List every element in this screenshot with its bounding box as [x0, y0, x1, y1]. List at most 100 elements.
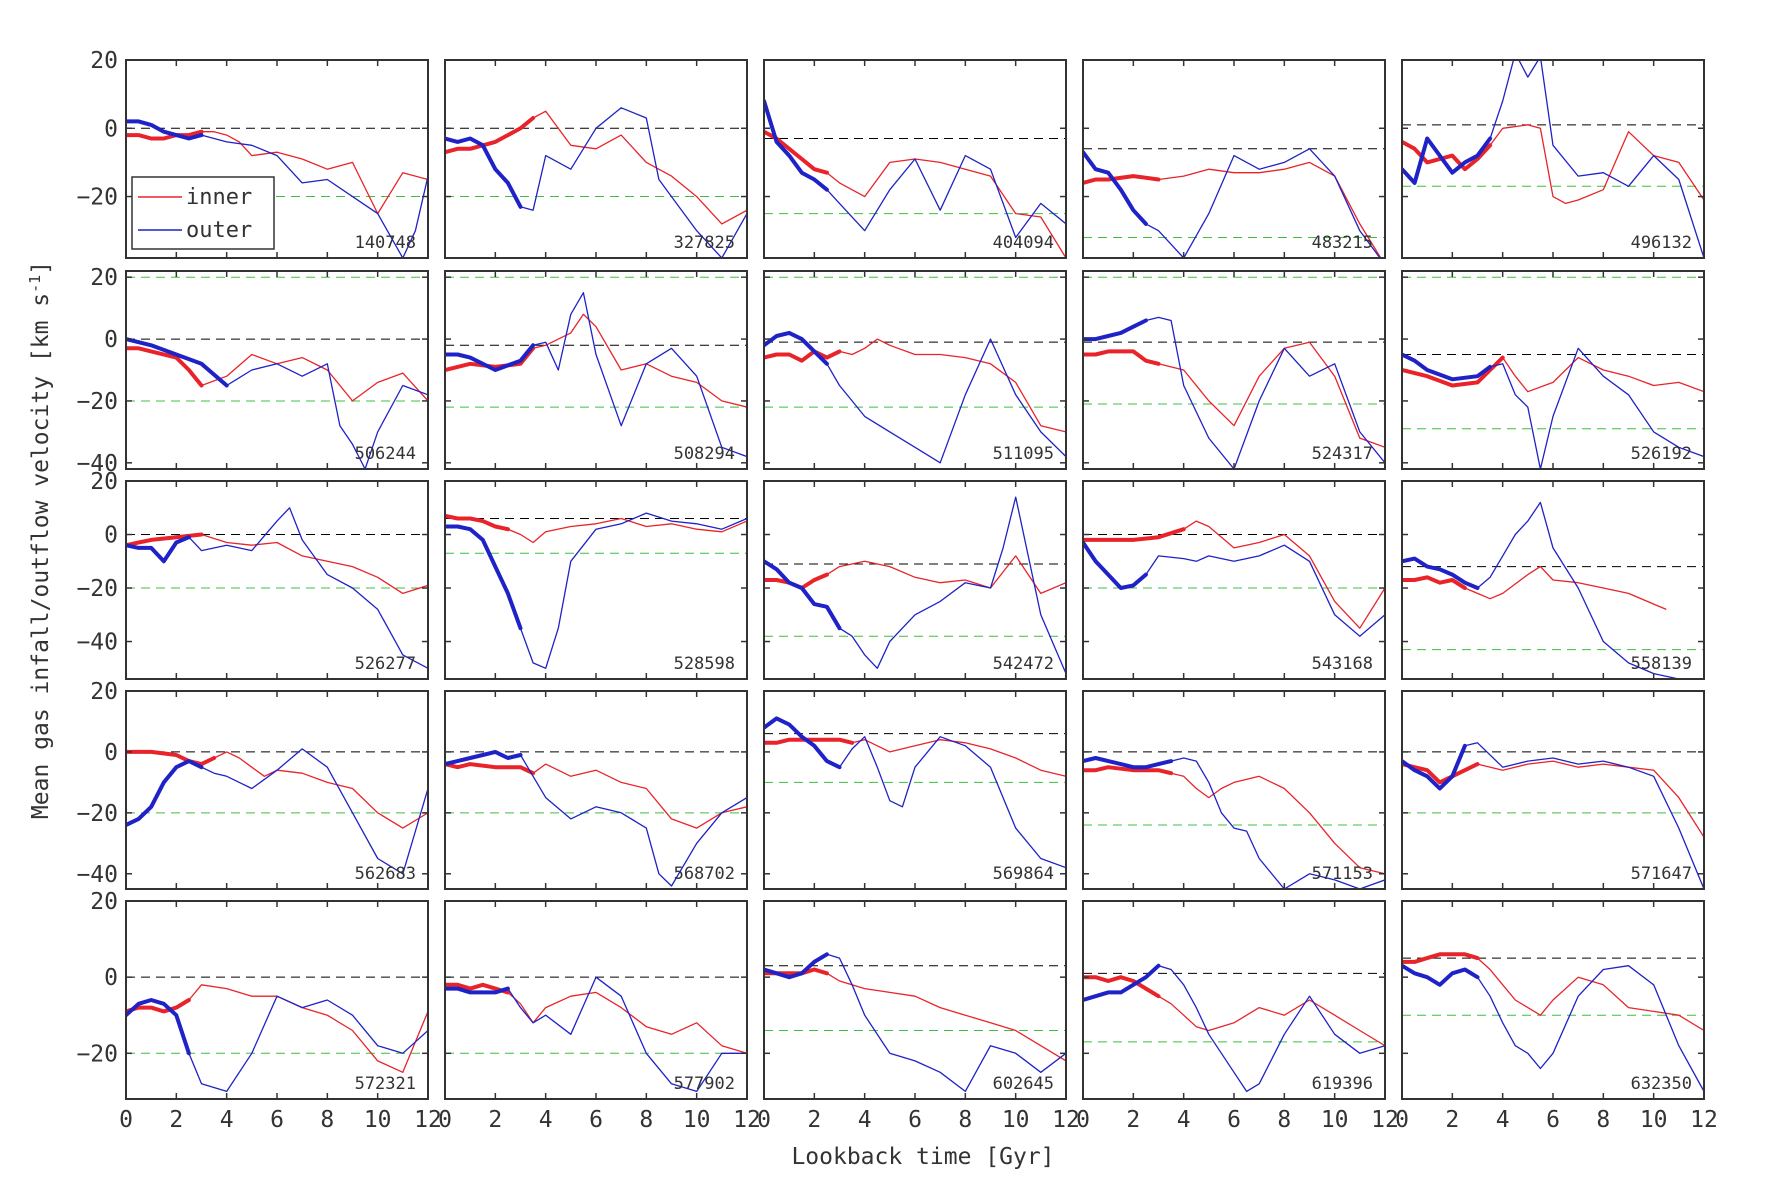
panel-571647: 571647	[1401, 690, 1705, 890]
panel-id-label: 562683	[355, 864, 416, 884]
panel-496132: 496132	[1401, 59, 1705, 259]
y-tick-label: −40	[76, 630, 118, 656]
panel-id-label: 511095	[993, 444, 1054, 464]
outer-series-line	[1083, 965, 1385, 1093]
inner-series-line-highlight	[1083, 349, 1161, 366]
inner-series-line-highlight	[445, 762, 536, 776]
inner-series-line-highlight	[126, 532, 204, 548]
panel-id-label: 619396	[1312, 1074, 1373, 1094]
panel-frame	[1082, 480, 1386, 680]
outer-series-line-highlight	[445, 749, 523, 767]
x-tick-label: 0	[119, 1107, 133, 1133]
outer-series-line-highlight	[126, 119, 204, 141]
panel-plot-area	[1083, 691, 1385, 889]
outer-series-line	[126, 748, 428, 875]
panel-id-label: 526192	[1631, 444, 1692, 464]
outer-series-line-highlight	[445, 343, 536, 372]
panel-524317: 524317	[1082, 270, 1386, 470]
panel-508294: 508294	[444, 270, 748, 470]
y-tick-label: −20	[76, 389, 118, 415]
inner-series-line	[126, 984, 428, 1073]
panel-id-label: 524317	[1312, 444, 1373, 464]
x-tick-label: 2	[1126, 1107, 1140, 1133]
panel-plot-area	[126, 691, 428, 875]
panel-id-label: 526277	[355, 654, 416, 674]
panel-id-label: 571647	[1631, 864, 1692, 884]
outer-series-line-highlight	[445, 524, 523, 631]
inner-series-line-highlight	[764, 349, 842, 363]
panel-543168: 543168	[1082, 480, 1386, 680]
panel-id-label: 542472	[993, 654, 1054, 674]
panel-526192: 526192	[1401, 270, 1705, 470]
x-tick-label: 4	[858, 1107, 872, 1133]
x-tick-label: 10	[364, 1107, 392, 1133]
panel-528598: 528598	[444, 480, 748, 680]
panel-frame	[125, 690, 429, 890]
x-axis-label: Lookback time [Gyr]	[791, 1144, 1054, 1170]
inner-series-line-highlight	[126, 749, 217, 767]
inner-series-line	[1083, 341, 1385, 448]
inner-series-line	[126, 533, 428, 595]
panel-id-label: 543168	[1312, 654, 1373, 674]
y-tick-label: 20	[90, 48, 118, 74]
panel-plot-area	[126, 276, 428, 469]
outer-series-line-highlight	[1402, 136, 1493, 185]
outer-series-line-highlight	[1083, 963, 1161, 1002]
y-axis-label-text: Mean gas infall/outflow velocity [km s	[28, 293, 54, 819]
panel-frame	[1401, 270, 1705, 470]
y-tick-label: −40	[76, 862, 118, 888]
x-tick-label: 10	[1321, 1107, 1349, 1133]
y-tick-label: −20	[76, 1041, 118, 1067]
inner-series-line-highlight	[445, 116, 536, 155]
y-tick-label: 0	[104, 965, 118, 991]
inner-series-line-highlight	[1083, 174, 1161, 185]
panel-plot-area	[1402, 901, 1704, 1092]
panel-572321: 20 0 −20 0 2 4 6 8 10 12 572321	[76, 889, 441, 1133]
x-tick-label: 4	[220, 1107, 234, 1133]
panel-plot-area	[1402, 276, 1704, 469]
outer-series-line-highlight	[445, 136, 523, 209]
legend-box	[131, 176, 275, 250]
panel-plot-area	[445, 481, 747, 669]
y-tick-label: −20	[76, 801, 118, 827]
y-tick-label: 20	[90, 679, 118, 705]
outer-series-line-highlight	[764, 559, 842, 631]
inner-series-line	[1402, 760, 1704, 838]
inner-series-line-highlight	[1402, 355, 1505, 388]
panel-id-label: 496132	[1631, 233, 1692, 253]
outer-series-line-highlight	[126, 535, 191, 564]
outer-series-line	[445, 512, 747, 669]
x-tick-label: 10	[1002, 1107, 1030, 1133]
panel-id-label: 602645	[993, 1074, 1054, 1094]
inner-series-line	[445, 763, 747, 829]
outer-series-line-highlight	[445, 986, 510, 995]
x-tick-label: 6	[1227, 1107, 1241, 1133]
x-tick-label: 8	[1277, 1107, 1291, 1133]
outer-series-line-highlight	[1083, 318, 1148, 342]
outer-series-line	[445, 292, 747, 458]
x-tick-label: 4	[1496, 1107, 1510, 1133]
inner-series-line-highlight	[126, 129, 204, 141]
y-tick-label: 20	[90, 889, 118, 915]
x-tick-label: 0	[1395, 1107, 1409, 1133]
x-tick-label: 12	[733, 1107, 761, 1133]
x-tick-label: 6	[1546, 1107, 1560, 1133]
legend-inner-label: inner	[186, 185, 252, 210]
panel-plot-area	[764, 901, 1066, 1093]
x-tick-label: 8	[1596, 1107, 1610, 1133]
outer-series-line-highlight	[1402, 352, 1493, 382]
y-tick-label: 20	[90, 469, 118, 495]
panel-id-label: 558139	[1631, 654, 1692, 674]
x-tick-label: 12	[1052, 1107, 1080, 1133]
x-tick-label: 2	[169, 1107, 183, 1133]
outer-series-line-highlight	[764, 952, 829, 980]
x-tick-label: 6	[589, 1107, 603, 1133]
y-axis-label: Mean gas infall/outflow velocity [km s-1…	[26, 261, 54, 819]
panel-id-label: 506244	[355, 444, 416, 464]
outer-series-line	[764, 100, 1066, 239]
panel-id-label: 568702	[674, 864, 735, 884]
panel-632350: 0 2 4 6 8 10 12 632350	[1395, 900, 1718, 1133]
panel-id-label: 569864	[993, 864, 1054, 884]
outer-series-line-highlight	[1402, 556, 1480, 590]
inner-series-line-highlight	[445, 513, 510, 532]
